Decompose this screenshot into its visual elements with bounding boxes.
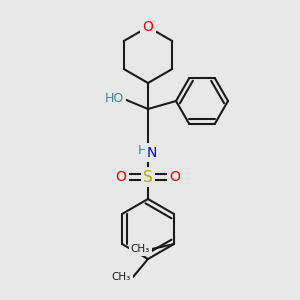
Text: O: O (169, 170, 180, 184)
Text: O: O (116, 170, 126, 184)
Text: CH₃: CH₃ (112, 272, 131, 282)
Text: CH₃: CH₃ (131, 244, 150, 254)
Text: O: O (142, 20, 153, 34)
Text: N: N (147, 146, 157, 160)
Text: H: H (137, 145, 147, 158)
Text: HO: HO (104, 92, 124, 104)
Text: S: S (143, 169, 153, 184)
